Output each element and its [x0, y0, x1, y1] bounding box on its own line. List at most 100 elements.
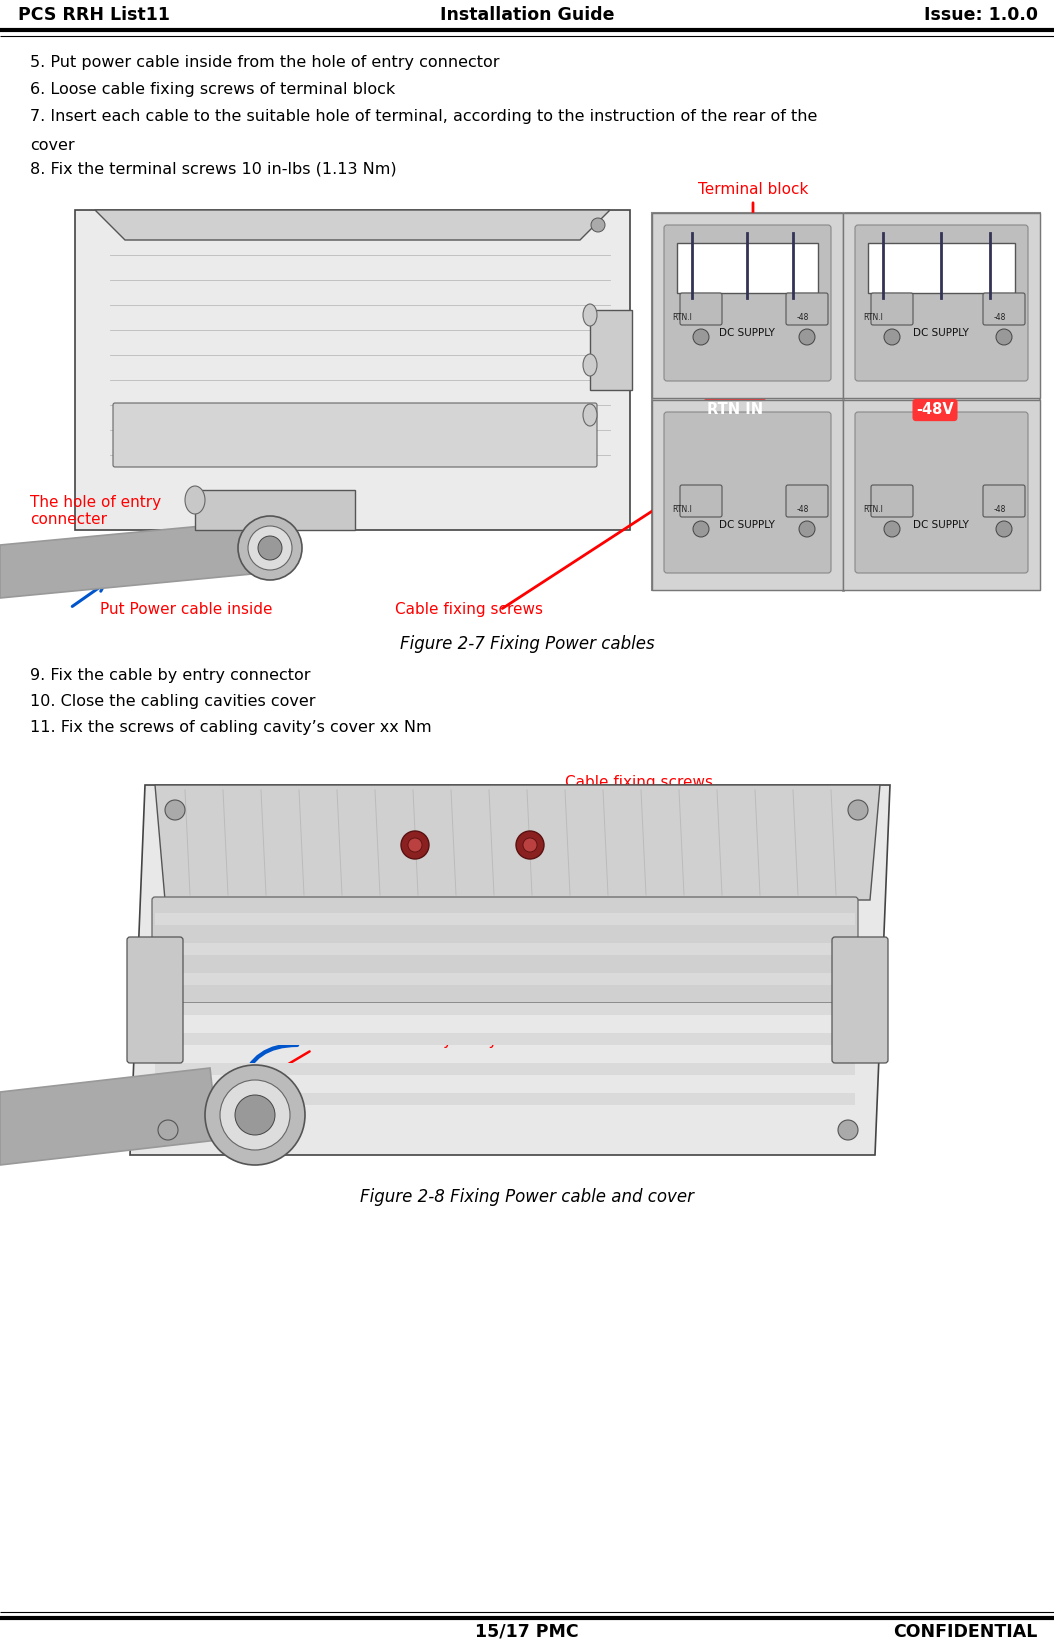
FancyBboxPatch shape: [871, 485, 913, 517]
Text: PCS RRH List11: PCS RRH List11: [18, 7, 170, 25]
Circle shape: [248, 526, 292, 571]
Bar: [155, 1033, 855, 1045]
Circle shape: [158, 1120, 178, 1140]
Text: Cable fixing screws: Cable fixing screws: [395, 602, 543, 617]
Bar: [155, 943, 855, 956]
Circle shape: [238, 517, 302, 581]
FancyBboxPatch shape: [983, 293, 1024, 326]
Ellipse shape: [186, 485, 204, 513]
Bar: [652, 212, 1040, 591]
Circle shape: [692, 329, 709, 345]
Ellipse shape: [583, 304, 597, 326]
Circle shape: [996, 329, 1012, 345]
Text: Figure 2‑8 Fixing Power cable and cover: Figure 2‑8 Fixing Power cable and cover: [360, 1188, 694, 1206]
Text: DC SUPPLY: DC SUPPLY: [719, 327, 775, 337]
Ellipse shape: [583, 354, 597, 377]
FancyBboxPatch shape: [855, 411, 1028, 572]
Text: Cable fixing screws: Cable fixing screws: [565, 775, 713, 790]
Text: connecter: connecter: [30, 512, 108, 526]
Polygon shape: [130, 785, 890, 1155]
FancyBboxPatch shape: [680, 485, 722, 517]
FancyBboxPatch shape: [680, 293, 722, 326]
Text: DC SUPPLY: DC SUPPLY: [913, 327, 969, 337]
Text: Terminal block: Terminal block: [698, 183, 808, 197]
Text: DC SUPPLY: DC SUPPLY: [719, 520, 775, 530]
Text: 10. Close the cabling cavities cover: 10. Close the cabling cavities cover: [30, 694, 315, 709]
FancyBboxPatch shape: [786, 293, 828, 326]
Text: Close the cover: Close the cover: [188, 818, 308, 832]
Bar: [155, 1003, 855, 1015]
Text: -48V: -48V: [916, 403, 954, 418]
Text: Put Power cable inside: Put Power cable inside: [100, 602, 273, 617]
Circle shape: [996, 521, 1012, 536]
Bar: [155, 1063, 855, 1074]
Circle shape: [235, 1096, 275, 1135]
Polygon shape: [155, 785, 880, 900]
Circle shape: [523, 837, 536, 852]
Text: RTN IN: RTN IN: [707, 403, 763, 418]
Circle shape: [591, 219, 605, 232]
Circle shape: [165, 799, 186, 819]
Circle shape: [799, 329, 815, 345]
Text: Figure 2‑7 Fixing Power cables: Figure 2‑7 Fixing Power cables: [399, 635, 655, 653]
Ellipse shape: [583, 405, 597, 426]
Text: -48: -48: [994, 505, 1007, 513]
Circle shape: [401, 831, 429, 859]
Text: 15/17 PMC: 15/17 PMC: [475, 1624, 579, 1642]
FancyBboxPatch shape: [664, 411, 831, 572]
Text: Issue: 1.0.0: Issue: 1.0.0: [924, 7, 1038, 25]
Circle shape: [692, 521, 709, 536]
Bar: [843, 400, 1040, 591]
Circle shape: [848, 799, 868, 819]
Polygon shape: [75, 211, 630, 530]
Circle shape: [838, 1120, 858, 1140]
Text: 7. Insert each cable to the suitable hole of terminal, according to the instruct: 7. Insert each cable to the suitable hol…: [30, 109, 817, 123]
FancyBboxPatch shape: [871, 293, 913, 326]
Text: 9. Fix the cable by entry connector: 9. Fix the cable by entry connector: [30, 668, 311, 683]
Circle shape: [884, 329, 900, 345]
Polygon shape: [0, 1068, 218, 1165]
Text: CONFIDENTIAL: CONFIDENTIAL: [894, 1624, 1038, 1642]
Text: -48: -48: [994, 313, 1007, 322]
Text: -48: -48: [797, 313, 809, 322]
Polygon shape: [0, 521, 252, 599]
FancyBboxPatch shape: [983, 485, 1024, 517]
FancyBboxPatch shape: [664, 225, 831, 382]
Polygon shape: [195, 490, 355, 530]
Bar: [155, 913, 855, 924]
Text: DC SUPPLY: DC SUPPLY: [913, 520, 969, 530]
FancyBboxPatch shape: [832, 938, 889, 1063]
Text: RTN.I: RTN.I: [863, 505, 883, 513]
Bar: [677, 243, 818, 293]
Bar: [652, 212, 843, 398]
Text: 11. Fix the screws of cabling cavity’s cover xx Nm: 11. Fix the screws of cabling cavity’s c…: [30, 721, 432, 735]
Bar: [843, 212, 1040, 398]
Text: 6. Loose cable fixing screws of terminal block: 6. Loose cable fixing screws of terminal…: [30, 82, 395, 97]
Bar: [155, 1092, 855, 1105]
Circle shape: [204, 1064, 305, 1165]
Text: Fix Power cable by entry connector: Fix Power cable by entry connector: [310, 1033, 580, 1048]
Circle shape: [516, 831, 544, 859]
Circle shape: [220, 1081, 290, 1150]
Circle shape: [799, 521, 815, 536]
Text: RTN.I: RTN.I: [672, 505, 691, 513]
Text: The hole of entry: The hole of entry: [30, 495, 161, 510]
Bar: [155, 972, 855, 985]
FancyBboxPatch shape: [855, 225, 1028, 382]
Circle shape: [884, 521, 900, 536]
Bar: [868, 243, 1015, 293]
Text: cover: cover: [30, 138, 75, 153]
FancyBboxPatch shape: [113, 403, 597, 467]
Bar: [590, 309, 632, 390]
FancyBboxPatch shape: [152, 897, 858, 1003]
FancyBboxPatch shape: [126, 938, 183, 1063]
Polygon shape: [95, 211, 610, 240]
Text: Installation Guide: Installation Guide: [440, 7, 614, 25]
Text: -48: -48: [797, 505, 809, 513]
Text: 5. Put power cable inside from the hole of entry connector: 5. Put power cable inside from the hole …: [30, 54, 500, 71]
FancyBboxPatch shape: [786, 485, 828, 517]
Text: RTN.I: RTN.I: [863, 313, 883, 322]
Bar: [652, 400, 843, 591]
Text: RTN.I: RTN.I: [672, 313, 691, 322]
Text: RTN IN: RTN IN: [707, 403, 763, 418]
